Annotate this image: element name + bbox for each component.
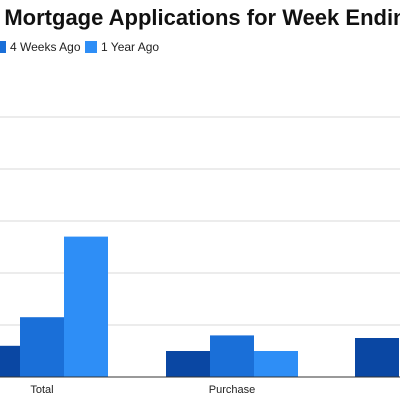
bar — [0, 345, 20, 377]
bar — [254, 351, 298, 377]
x-tick-label: Total — [30, 384, 53, 396]
bar — [20, 317, 64, 377]
legend-swatch — [0, 41, 6, 53]
chart-title: a Mortgage Applications for Week Ending … — [0, 5, 400, 30]
bars — [0, 236, 399, 377]
bar — [210, 335, 254, 377]
legend: 4 Weeks Ago 1 Year Ago — [0, 40, 159, 54]
legend-label: 4 Weeks Ago — [10, 40, 81, 54]
legend-label: 1 Year Ago — [101, 40, 159, 54]
legend-swatch — [85, 41, 97, 53]
gridlines — [0, 116, 400, 326]
bar — [64, 236, 108, 377]
x-tick-label: Purchase — [209, 384, 255, 396]
x-tick-labels: Total Purchase — [30, 384, 255, 396]
bar — [355, 338, 399, 377]
bar — [166, 351, 210, 377]
